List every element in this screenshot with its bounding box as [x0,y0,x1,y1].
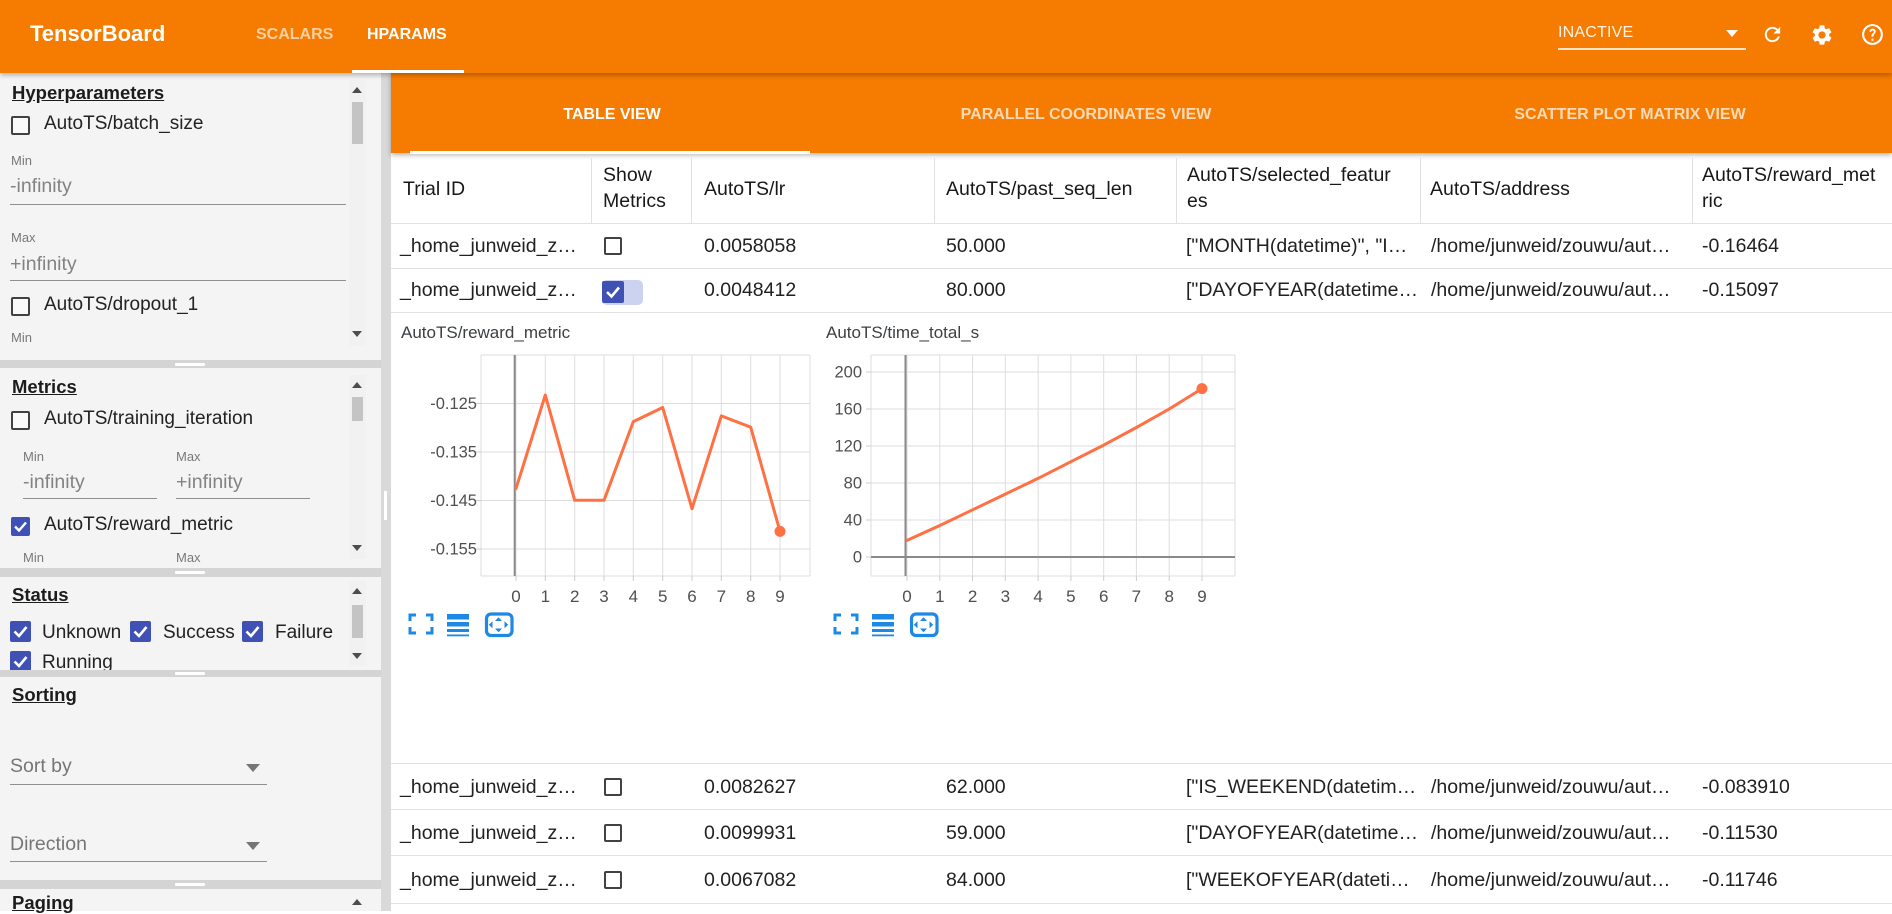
svg-text:-0.155: -0.155 [430,541,477,559]
svg-text:40: 40 [844,512,862,530]
svg-text:7: 7 [717,587,726,606]
svg-text:1: 1 [935,587,944,606]
svg-text:80: 80 [844,475,862,493]
svg-text:4: 4 [1033,587,1042,606]
svg-text:2: 2 [968,587,977,606]
svg-text:8: 8 [1164,587,1173,606]
svg-text:9: 9 [1197,587,1206,606]
svg-text:3: 3 [599,587,608,606]
svg-text:5: 5 [658,587,667,606]
svg-text:8: 8 [746,587,755,606]
svg-text:7: 7 [1132,587,1141,606]
svg-text:0: 0 [853,549,862,567]
svg-text:-0.145: -0.145 [430,492,477,510]
svg-text:6: 6 [687,587,696,606]
svg-text:0: 0 [902,587,911,606]
svg-text:160: 160 [834,401,862,419]
svg-text:-0.135: -0.135 [430,444,477,462]
svg-text:6: 6 [1099,587,1108,606]
svg-text:5: 5 [1066,587,1075,606]
svg-text:-0.125: -0.125 [430,395,477,413]
svg-text:3: 3 [1001,587,1010,606]
svg-text:9: 9 [775,587,784,606]
svg-text:4: 4 [629,587,638,606]
svg-text:120: 120 [834,438,862,456]
svg-text:1: 1 [541,587,550,606]
svg-text:0: 0 [511,587,520,606]
svg-text:200: 200 [834,364,862,382]
svg-text:2: 2 [570,587,579,606]
